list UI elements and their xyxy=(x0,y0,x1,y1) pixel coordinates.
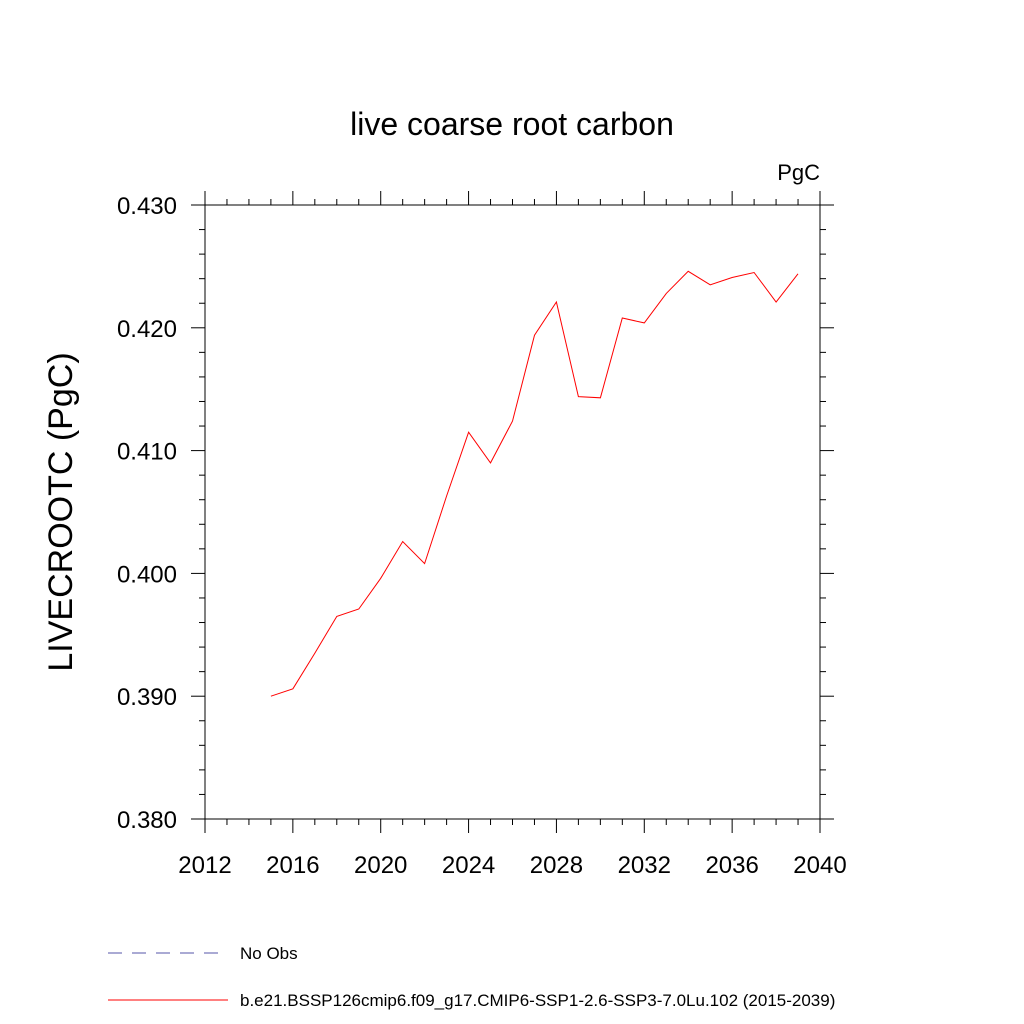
y-axis-label: LIVECROOTC (PgC) xyxy=(42,352,80,671)
data-point xyxy=(753,272,755,274)
y-tick-label: 0.420 xyxy=(117,316,177,343)
series-line xyxy=(270,270,799,697)
data-point xyxy=(292,688,294,690)
data-point xyxy=(775,301,777,303)
data-point xyxy=(599,397,601,399)
legend-label: b.e21.BSSP126cmip6.f09_g17.CMIP6-SSP1-2.… xyxy=(240,991,835,1010)
y-tick-label: 0.390 xyxy=(117,684,177,711)
plot-frame xyxy=(204,204,821,820)
data-point xyxy=(314,652,316,654)
data-point xyxy=(424,563,426,565)
y-tick-label: 0.430 xyxy=(117,193,177,220)
x-tick-label: 2016 xyxy=(266,852,319,879)
data-point xyxy=(797,273,799,275)
data-point xyxy=(577,396,579,398)
x-tick-labels: 2012 2016 2020 2024 2028 2032 2036 2040 xyxy=(178,852,846,879)
x-tick-label: 2024 xyxy=(442,852,495,879)
x-tick-label: 2012 xyxy=(178,852,231,879)
data-point xyxy=(621,317,623,319)
legend: No Obs b.e21.BSSP126cmip6.f09_g17.CMIP6-S… xyxy=(108,944,835,1010)
x-tick-label: 2028 xyxy=(530,852,583,879)
x-tick-label: 2036 xyxy=(705,852,758,879)
x-tick-label: 2020 xyxy=(354,852,407,879)
data-point xyxy=(687,270,689,272)
legend-label: No Obs xyxy=(240,944,298,963)
data-point xyxy=(665,292,667,294)
data-point xyxy=(336,615,338,617)
x-tick-label: 2040 xyxy=(793,852,846,879)
data-point xyxy=(380,577,382,579)
data-point xyxy=(270,695,272,697)
series-group xyxy=(270,270,799,697)
data-point xyxy=(643,322,645,324)
y-tick-label: 0.400 xyxy=(117,561,177,588)
units-label: PgC xyxy=(777,160,820,185)
y-tick-label: 0.380 xyxy=(117,807,177,834)
data-point xyxy=(446,495,448,497)
data-point xyxy=(402,540,404,542)
data-point xyxy=(512,420,514,422)
data-point xyxy=(555,301,557,303)
data-point xyxy=(709,284,711,286)
axis-ticks xyxy=(191,191,834,833)
y-tick-labels: 0.380 0.390 0.400 0.410 0.420 0.430 xyxy=(117,193,177,834)
data-point xyxy=(468,431,470,433)
data-point xyxy=(490,462,492,464)
data-point xyxy=(358,608,360,610)
y-tick-label: 0.410 xyxy=(117,439,177,466)
data-point xyxy=(731,276,733,278)
x-tick-label: 2032 xyxy=(618,852,671,879)
data-point xyxy=(533,334,535,336)
chart-title: live coarse root carbon xyxy=(350,106,674,142)
